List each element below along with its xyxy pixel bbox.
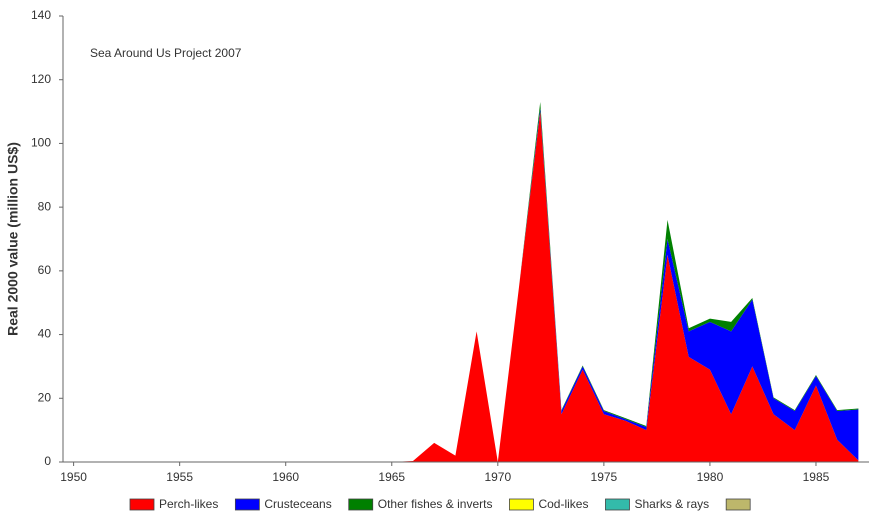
legend-swatch [509,498,534,511]
x-tick-label: 1950 [60,470,87,484]
legend-label: Other fishes & inverts [378,497,493,511]
legend-item: Cod-likes [509,497,588,511]
x-tick-label: 1965 [378,470,405,484]
legend-label: Crusteceans [264,497,331,511]
legend-item: Other fishes & inverts [348,497,493,511]
y-tick-label: 120 [31,72,51,86]
y-tick-label: 20 [38,390,52,404]
annotation: Sea Around Us Project 2007 [90,46,242,60]
x-tick-label: 1980 [697,470,724,484]
y-tick-label: 100 [31,136,51,150]
y-tick-label: 0 [44,454,51,468]
y-axis-label: Real 2000 value (million US$) [5,142,21,336]
legend-item: Sharks & rays [605,497,709,511]
y-tick-label: 140 [31,8,51,22]
y-tick-label: 80 [38,199,52,213]
legend-label: Perch-likes [159,497,218,511]
x-tick-label: 1955 [166,470,193,484]
legend-swatch [129,498,155,511]
x-tick-label: 1960 [272,470,299,484]
legend-swatch [725,498,751,511]
y-tick-label: 60 [38,263,52,277]
legend-item [725,498,751,511]
x-tick-label: 1985 [803,470,830,484]
legend-item: Crusteceans [234,497,332,511]
legend-item: Perch-likes [129,497,218,511]
legend-swatch [605,498,630,511]
legend-swatch [234,498,260,511]
y-tick-label: 40 [38,327,52,341]
legend-label: Cod-likes [538,497,588,511]
legend-swatch [348,498,374,511]
legend-label: Sharks & rays [634,497,709,511]
x-tick-label: 1975 [591,470,618,484]
x-tick-label: 1970 [484,470,511,484]
area [73,111,859,462]
